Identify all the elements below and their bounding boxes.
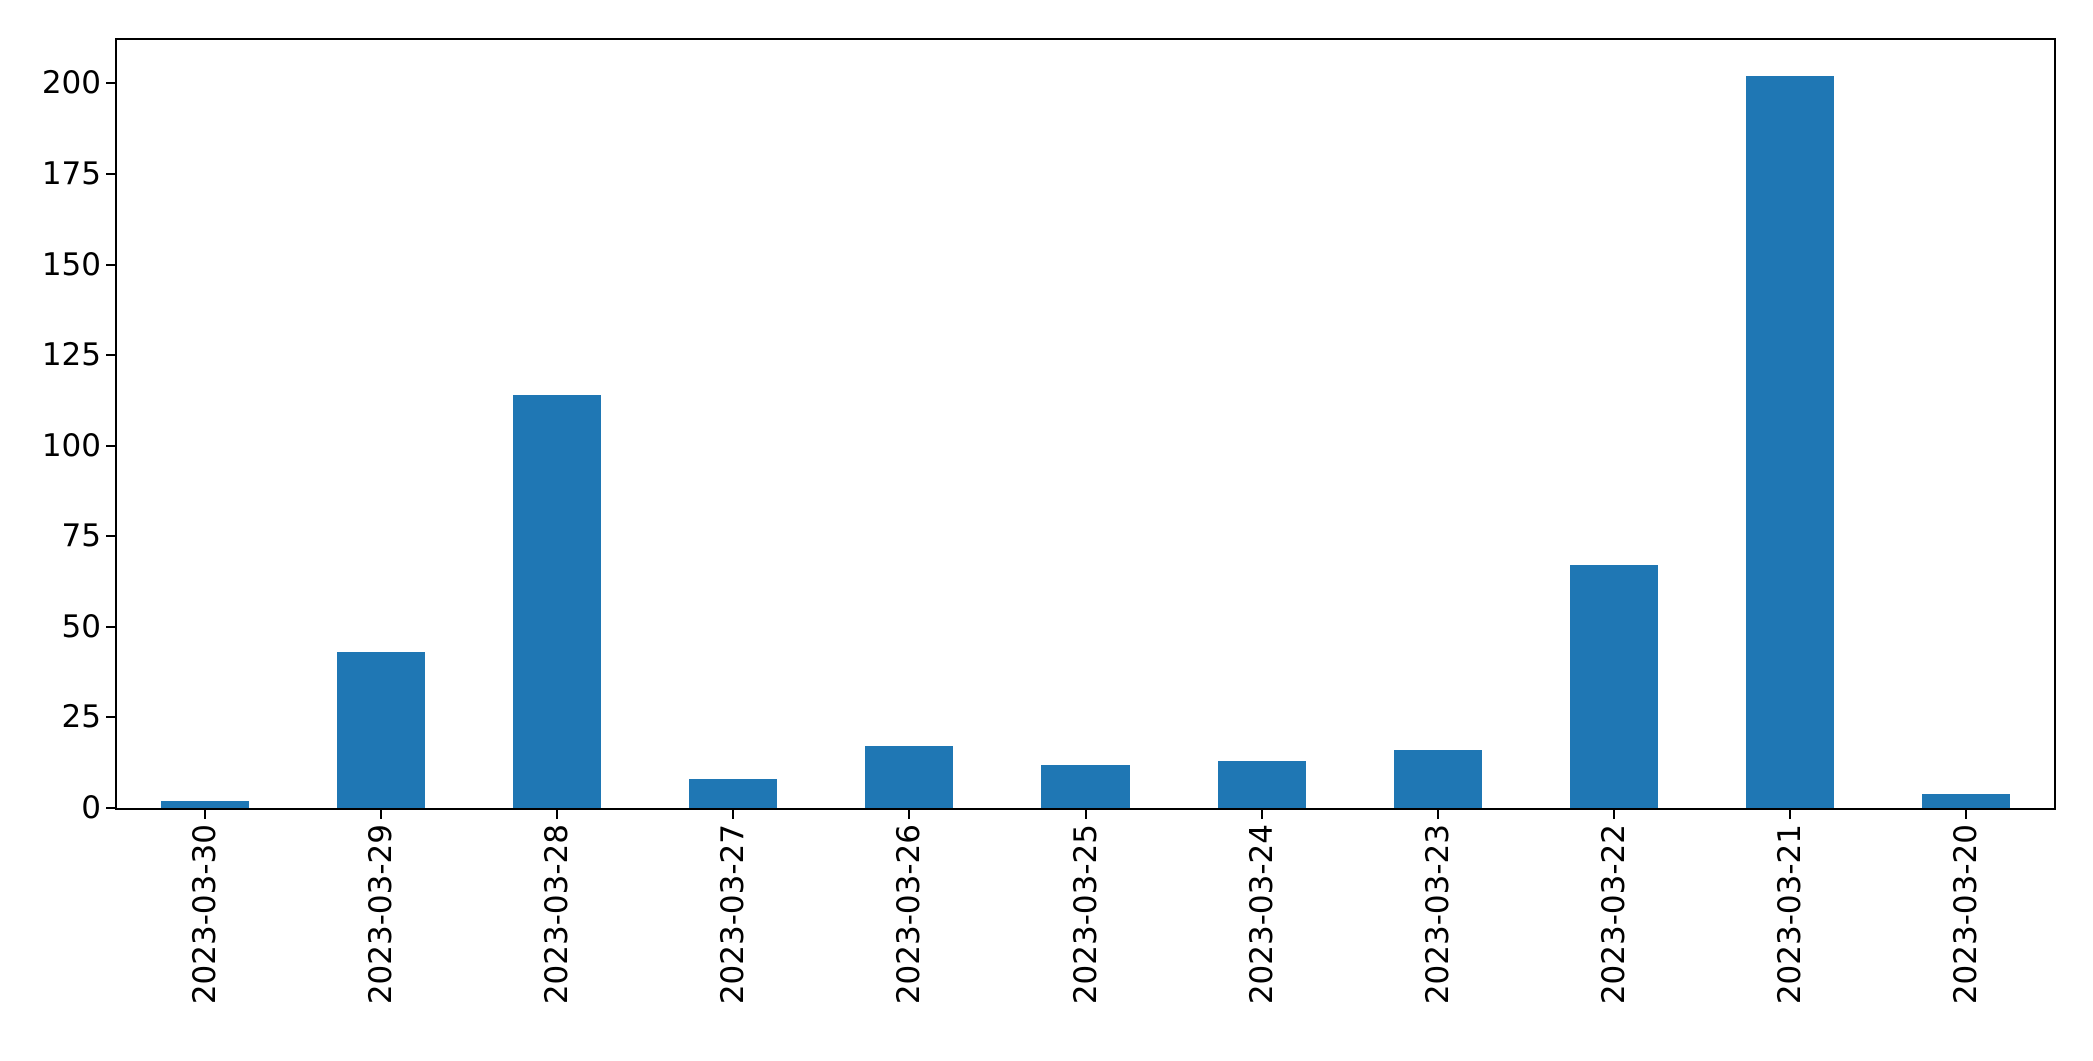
x-axis-tick-label: 2023-03-27 [715, 824, 752, 1005]
x-tick-mark [556, 810, 559, 819]
x-tick-mark [908, 810, 911, 819]
x-tick-mark [1436, 810, 1439, 819]
y-tick-mark [106, 445, 115, 447]
y-tick-mark [106, 82, 115, 84]
bar [1569, 565, 1658, 808]
x-tick-mark [1788, 810, 1791, 819]
x-tick-mark [1084, 810, 1087, 819]
x-tick-mark [1964, 810, 1967, 819]
y-tick-mark [106, 264, 115, 266]
y-axis-tick-label: 0 [81, 790, 101, 826]
x-axis-tick-label: 2023-03-22 [1595, 824, 1632, 1005]
x-axis-tick-label: 2023-03-25 [1067, 824, 1104, 1005]
bar [1217, 761, 1306, 808]
x-tick-mark [1260, 810, 1263, 819]
y-axis-tick-label: 100 [41, 428, 101, 464]
plot-area [115, 38, 2056, 810]
bar [161, 801, 250, 808]
y-axis-tick-label: 175 [41, 156, 101, 192]
bar [865, 746, 954, 808]
y-axis-tick-label: 125 [41, 337, 101, 373]
x-tick-mark [732, 810, 735, 819]
y-tick-mark [106, 354, 115, 356]
bar [1041, 765, 1130, 808]
x-axis-tick-label: 2023-03-21 [1771, 824, 1808, 1005]
x-axis-tick-label: 2023-03-30 [187, 824, 224, 1005]
bar [513, 395, 602, 808]
bar [1393, 750, 1482, 808]
x-axis-tick-label: 2023-03-24 [1243, 824, 1280, 1005]
y-tick-mark [106, 807, 115, 809]
x-tick-mark [380, 810, 383, 819]
y-axis-tick-label: 150 [41, 247, 101, 283]
bar [337, 652, 426, 808]
x-axis-tick-label: 2023-03-20 [1947, 824, 1984, 1005]
y-tick-mark [106, 173, 115, 175]
x-tick-mark [204, 810, 207, 819]
y-axis-tick-label: 200 [41, 65, 101, 101]
y-tick-mark [106, 626, 115, 628]
x-axis-tick-label: 2023-03-23 [1419, 824, 1456, 1005]
y-axis-tick-label: 25 [61, 699, 101, 735]
x-axis-tick-label: 2023-03-28 [539, 824, 576, 1005]
x-axis-tick-label: 2023-03-29 [363, 824, 400, 1005]
x-axis-tick-label: 2023-03-26 [891, 824, 928, 1005]
x-tick-mark [1612, 810, 1615, 819]
bar [689, 779, 778, 808]
bar [1745, 76, 1834, 808]
bar [1921, 794, 2010, 808]
y-axis-tick-label: 75 [61, 518, 101, 554]
y-axis-tick-label: 50 [61, 609, 101, 645]
y-tick-mark [106, 716, 115, 718]
y-tick-mark [106, 535, 115, 537]
